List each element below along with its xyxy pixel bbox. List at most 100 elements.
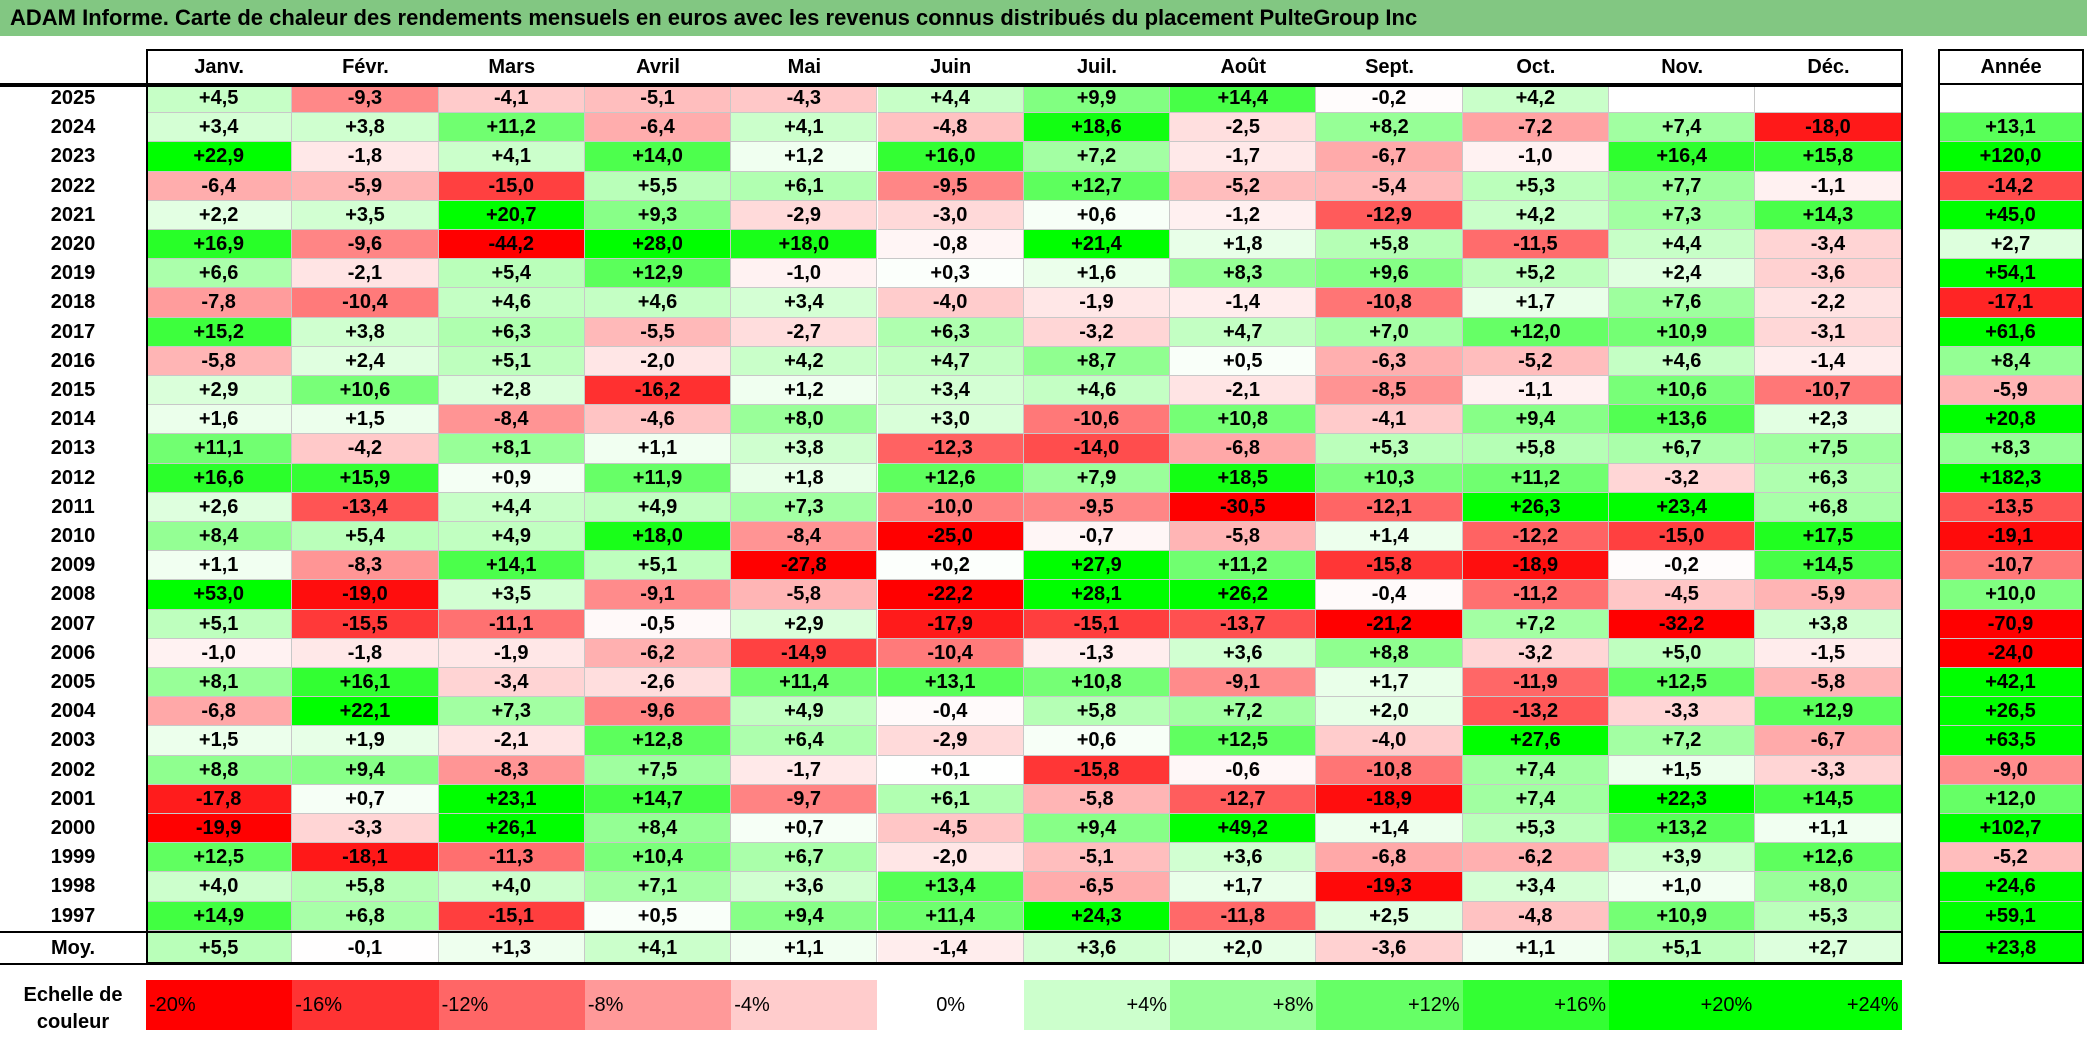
color-scale-swatch: +16% (1462, 980, 1609, 1030)
heatmap-cell: +7,3 (438, 697, 585, 727)
heatmap-cell: +8,4 (584, 814, 732, 844)
heatmap-cell: +5,2 (1462, 259, 1609, 289)
heatmap-cell: -18,9 (1316, 784, 1463, 814)
heatmap-cell: +1,7 (1316, 668, 1463, 698)
heatmap-cell: +3,5 (292, 200, 439, 230)
heatmap-cell: -6,2 (1462, 843, 1609, 873)
heatmap-cell: +4,1 (731, 113, 878, 143)
heatmap-cell: -15,1 (438, 901, 585, 931)
heatmap-cell: +3,8 (731, 434, 878, 464)
row-year-label: 2005 (50, 671, 96, 693)
heatmap-cell: +11,4 (731, 668, 878, 698)
heatmap-cell: -1,0 (731, 259, 878, 289)
heatmap-cell: -8,3 (438, 755, 585, 785)
heatmap-cell: +8,0 (1755, 872, 1902, 902)
heatmap-cell: +1,5 (146, 726, 293, 756)
heatmap-cell: -15,8 (1316, 551, 1463, 581)
heatmap-cell: +7,9 (1023, 463, 1171, 493)
heatmap-cell: +3,8 (1755, 609, 1902, 639)
color-scale-swatch: 0% (877, 980, 1024, 1030)
year-total-header: Année (1980, 56, 2042, 78)
year-header-underline (1938, 83, 2084, 85)
annual-cell: -13,5 (1938, 492, 2084, 522)
heatmap-cell: -2,1 (438, 726, 585, 756)
heatmap-cell: +49,2 (1170, 814, 1317, 844)
heatmap-cell: +18,5 (1170, 463, 1317, 493)
heatmap-cell: +15,9 (292, 463, 439, 493)
heatmap-cell: +20,7 (438, 200, 585, 230)
heatmap-cell: -3,2 (1023, 317, 1171, 347)
heatmap-cell: -1,9 (1023, 288, 1171, 318)
heatmap-cell: +2,2 (146, 200, 293, 230)
month-header: Juil. (1076, 56, 1117, 78)
heatmap-cell: +12,5 (1170, 726, 1317, 756)
heatmap-cell: +7,4 (1462, 784, 1609, 814)
heatmap-cell: +0,7 (292, 784, 439, 814)
annual-cell: -5,2 (1938, 843, 2084, 873)
heatmap-cell: +4,0 (146, 872, 293, 902)
heatmap-cell: -3,3 (1755, 755, 1902, 785)
heatmap-cell: +5,0 (1609, 638, 1756, 668)
heatmap-cell: -12,9 (1316, 200, 1463, 230)
heatmap-cell: +5,8 (1316, 230, 1463, 260)
heatmap-cell: +0,7 (731, 814, 878, 844)
heatmap-cell: -1,7 (731, 755, 878, 785)
heatmap-cell: +1,5 (292, 405, 439, 435)
heatmap-cell: -0,4 (877, 697, 1024, 727)
heatmap-cell: +6,1 (877, 784, 1024, 814)
month-header: Nov. (1661, 56, 1704, 78)
heatmap-cell: +10,9 (1609, 317, 1756, 347)
heatmap-cell: -10,8 (1316, 288, 1463, 318)
heatmap-cell: +7,6 (1609, 288, 1756, 318)
heatmap-cell: -0,6 (1170, 755, 1317, 785)
annual-cell: -9,0 (1938, 755, 2084, 785)
heatmap-cell: +17,5 (1755, 522, 1902, 552)
heatmap-cell: -4,1 (1316, 405, 1463, 435)
heatmap-cell: -2,2 (1755, 288, 1902, 318)
heatmap-cell: -8,3 (292, 551, 439, 581)
annual-cell: -5,9 (1938, 376, 2084, 406)
heatmap-cell: -5,2 (1170, 171, 1317, 201)
heatmap-cell: -2,9 (731, 200, 878, 230)
heatmap-cell: -7,8 (146, 288, 293, 318)
heatmap-cell: +6,6 (146, 259, 293, 289)
heatmap-cell: +11,2 (438, 113, 585, 143)
heatmap-cell: -1,1 (1462, 376, 1609, 406)
heatmap-cell: +2,3 (1755, 405, 1902, 435)
heatmap-cell: -3,3 (1609, 697, 1756, 727)
row-year-label: 1998 (50, 875, 96, 898)
row-year-label: 2025 (50, 87, 96, 109)
heatmap-cell: +0,9 (438, 463, 585, 493)
heatmap-cell (1755, 84, 1902, 114)
average-cell: +2,7 (1755, 932, 1902, 964)
heatmap-cell: +1,4 (1316, 522, 1463, 552)
annual-cell: +20,8 (1938, 405, 2084, 435)
heatmap-cell: +26,3 (1462, 492, 1609, 522)
heatmap-cell: -9,5 (877, 171, 1024, 201)
heatmap-cell: +28,0 (584, 230, 732, 260)
heatmap-cell: +16,1 (292, 668, 439, 698)
heatmap-cell: -10,4 (877, 638, 1024, 668)
heatmap-cell: -2,1 (1170, 376, 1317, 406)
heatmap-cell: -11,5 (1462, 230, 1609, 260)
annual-cell: +59,1 (1938, 901, 2084, 931)
heatmap-cell: -10,7 (1755, 376, 1902, 406)
heatmap-cell: +14,4 (1170, 84, 1317, 114)
report-title: ADAM Informe. Carte de chaleur des rende… (0, 0, 2087, 36)
heatmap-cell: +13,6 (1609, 405, 1756, 435)
heatmap-cell: +2,5 (1316, 901, 1463, 931)
color-scale-swatch: -8% (584, 980, 732, 1030)
heatmap-cell: +4,7 (1170, 317, 1317, 347)
heatmap-cell: +2,9 (146, 376, 293, 406)
heatmap-cell: -3,2 (1609, 463, 1756, 493)
heatmap-cell: -13,4 (292, 492, 439, 522)
heatmap-cell: -18,9 (1462, 551, 1609, 581)
heatmap-cell: -7,2 (1462, 113, 1609, 143)
heatmap-cell: +8,8 (1316, 638, 1463, 668)
heatmap-cell: +9,6 (1316, 259, 1463, 289)
heatmap-cell: +7,5 (1755, 434, 1902, 464)
heatmap-cell: +11,2 (1170, 551, 1317, 581)
heatmap-cell: +0,6 (1023, 726, 1171, 756)
heatmap-cell: +0,2 (877, 551, 1024, 581)
heatmap-cell: -19,0 (292, 580, 439, 610)
